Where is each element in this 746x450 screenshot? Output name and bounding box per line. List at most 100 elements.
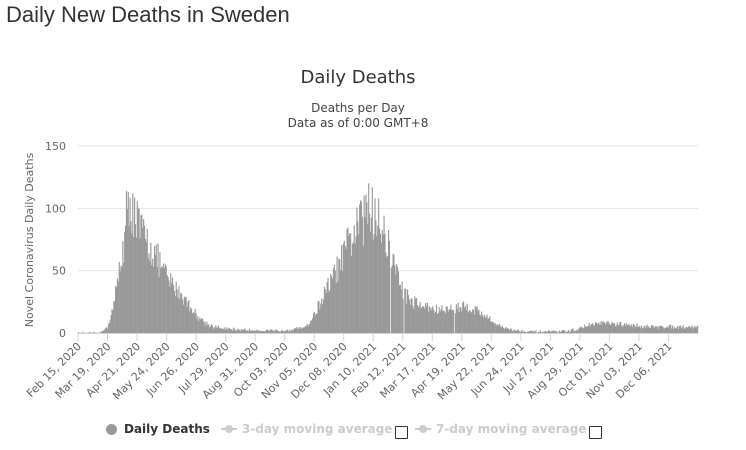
bar <box>425 306 428 333</box>
bar <box>489 315 491 333</box>
bar <box>527 331 529 333</box>
bar <box>546 331 548 333</box>
bar <box>491 322 494 333</box>
bar <box>190 308 193 333</box>
bar <box>690 327 692 333</box>
bar <box>120 265 122 333</box>
bar <box>660 325 662 333</box>
bar <box>367 223 369 333</box>
bar <box>544 331 546 333</box>
bar <box>274 330 276 333</box>
bar <box>234 330 236 333</box>
bar <box>525 332 527 333</box>
legend-item-3-day-average[interactable]: 3-day moving average <box>221 422 392 436</box>
bar <box>355 236 357 333</box>
bar <box>497 324 499 333</box>
bar <box>435 304 438 333</box>
bar <box>131 233 133 333</box>
bar <box>327 278 329 333</box>
bar <box>185 297 187 333</box>
bar <box>622 326 624 333</box>
bar <box>663 328 665 333</box>
bar <box>585 326 588 333</box>
legend-item-daily-deaths[interactable]: Daily Deaths <box>106 422 210 436</box>
bar <box>421 307 423 333</box>
bar <box>581 326 583 333</box>
bar <box>364 217 366 333</box>
bar <box>573 331 575 333</box>
bar <box>232 328 234 333</box>
bar <box>341 271 344 333</box>
bar <box>340 270 342 333</box>
bar <box>529 331 532 333</box>
bar <box>301 327 303 333</box>
bar <box>309 323 311 333</box>
bar <box>682 325 684 333</box>
bar <box>165 266 167 333</box>
bar <box>538 332 541 333</box>
bar <box>393 254 395 333</box>
bar <box>614 326 616 333</box>
bar <box>515 330 517 333</box>
bar <box>471 311 473 333</box>
checkbox-7-day-average[interactable] <box>589 426 602 439</box>
bar <box>257 331 259 333</box>
bar <box>476 306 478 333</box>
checkbox-3-day-average[interactable] <box>395 426 408 439</box>
bar <box>338 258 340 333</box>
bar <box>615 325 617 333</box>
bar <box>477 311 479 333</box>
daily-deaths-chart: Daily Deaths Deaths per Day Data as of 0… <box>23 67 699 402</box>
bar <box>143 219 145 333</box>
bar <box>649 327 651 333</box>
bar <box>584 324 586 333</box>
bar <box>92 331 94 333</box>
bar <box>603 321 605 333</box>
y-axis-label: Novel Coronavirus Daily Deaths <box>23 152 36 327</box>
bar <box>677 325 679 333</box>
bar <box>195 313 197 333</box>
bar <box>459 306 461 333</box>
bar <box>595 322 598 333</box>
bar <box>238 330 241 333</box>
bar <box>347 227 349 333</box>
bar <box>314 315 316 333</box>
bar <box>144 238 147 333</box>
bar <box>220 328 222 333</box>
bar <box>567 329 569 333</box>
bar <box>506 328 508 333</box>
bar <box>585 326 587 333</box>
legend-item-7-day-average[interactable]: 7-day moving average <box>415 422 586 436</box>
bar <box>419 301 421 333</box>
bar <box>638 326 640 333</box>
bar <box>630 326 632 333</box>
bar <box>188 300 190 333</box>
bar <box>508 329 510 333</box>
bar <box>328 291 330 333</box>
bar <box>409 304 411 333</box>
bar <box>265 329 268 333</box>
bar <box>550 330 552 333</box>
bar <box>547 330 550 333</box>
bar <box>647 327 649 333</box>
bar <box>566 331 569 333</box>
bar <box>272 330 274 333</box>
bar <box>435 311 437 333</box>
bar <box>495 325 497 333</box>
bar <box>135 237 137 333</box>
bar <box>598 324 600 333</box>
bar <box>604 322 606 333</box>
bar <box>304 326 306 333</box>
bar <box>334 270 336 333</box>
bar <box>681 327 683 333</box>
bar <box>606 321 608 333</box>
bar <box>691 325 693 333</box>
bar <box>252 330 254 333</box>
bar <box>254 330 256 333</box>
bar <box>303 327 305 333</box>
bar <box>262 331 264 333</box>
bar <box>507 328 509 333</box>
bar <box>307 326 309 333</box>
bar <box>594 325 596 333</box>
bar <box>115 285 117 333</box>
